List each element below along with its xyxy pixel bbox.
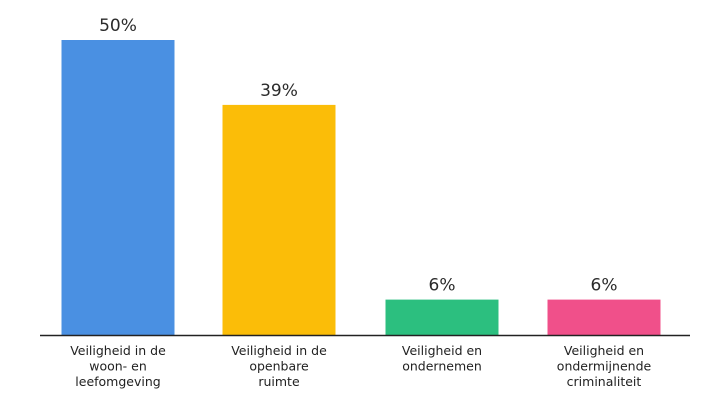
category-label-4: Veiligheid en ondermijnende criminaliteit [557, 343, 652, 389]
value-label-3: 6% [429, 276, 456, 296]
category-label-3: Veiligheid en ondernemen [402, 343, 482, 374]
category-label-1: Veiligheid in de woon- en leefomgeving [70, 343, 166, 389]
bar-1 [61, 40, 175, 335]
category-label-line: ruimte [258, 374, 300, 389]
category-label-line: ondernemen [402, 359, 482, 374]
bar-3 [385, 299, 499, 335]
category-label-line: Veiligheid en [564, 343, 644, 358]
bar-2 [222, 104, 336, 336]
value-label-4: 6% [591, 276, 618, 296]
category-label-line: Veiligheid in de [70, 343, 166, 358]
category-label-line: leefomgeving [75, 374, 160, 389]
category-label-line: Veiligheid en [402, 343, 482, 358]
category-label-line: Veiligheid in de [231, 343, 327, 358]
category-label-line: woon- en [89, 359, 147, 374]
bar-4 [547, 299, 661, 335]
value-label-1: 50% [99, 16, 137, 36]
category-label-line: criminaliteit [567, 374, 642, 389]
category-label-line: ondermijnende [557, 359, 652, 374]
category-label-2: Veiligheid in de openbare ruimte [231, 343, 327, 389]
value-label-2: 39% [260, 81, 298, 101]
category-label-line: openbare [249, 359, 309, 374]
